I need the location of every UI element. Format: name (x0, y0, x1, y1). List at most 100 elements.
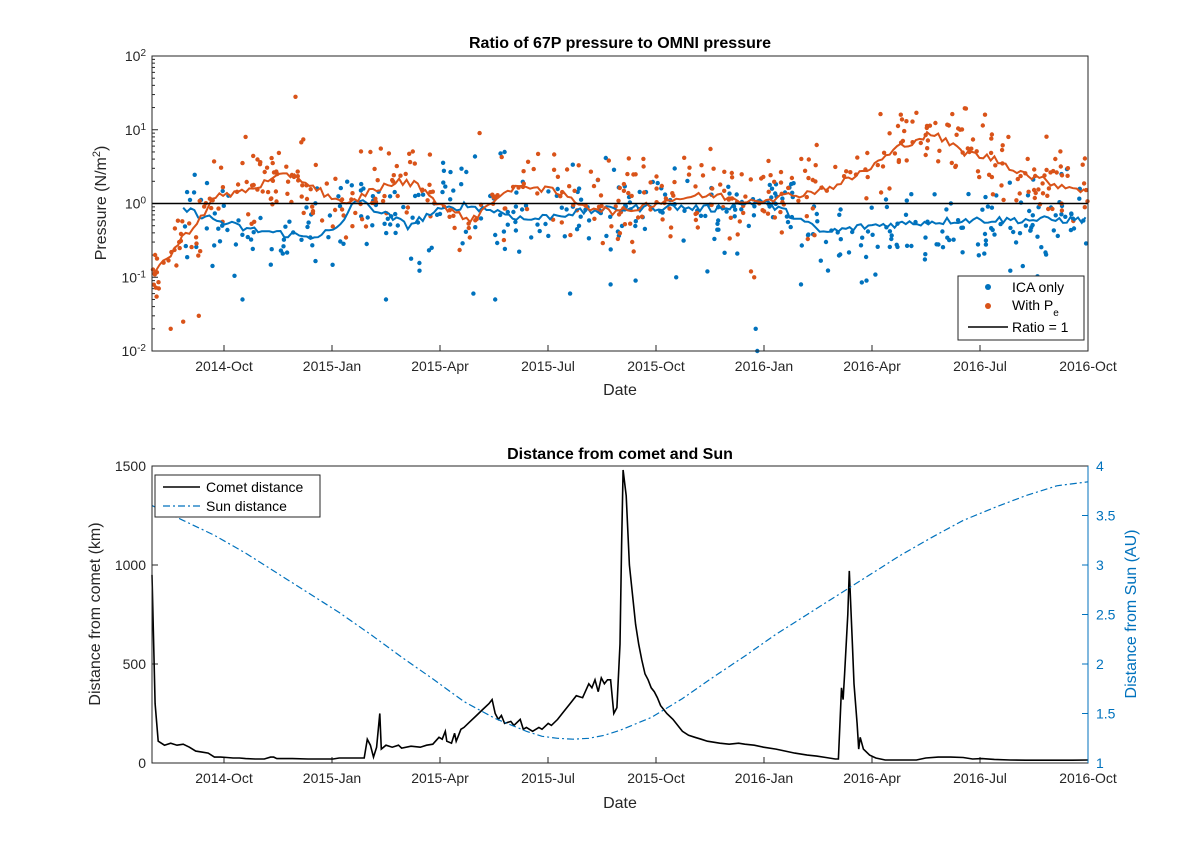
pe-point (457, 247, 462, 253)
ica-point (739, 207, 744, 212)
chart1-ytick-label: 10-1 (122, 269, 147, 286)
ica-point (799, 243, 804, 248)
ica-point (909, 243, 914, 249)
ica-point (408, 256, 414, 261)
ica-point (751, 213, 757, 218)
pe-point (959, 127, 965, 132)
ica-point (823, 239, 829, 245)
ica-point (727, 191, 732, 196)
pe-point (175, 218, 181, 223)
ica-point (922, 257, 928, 262)
pe-point (806, 157, 811, 162)
ica-point (698, 213, 704, 218)
pe-point (682, 155, 687, 160)
ica-point (478, 216, 484, 221)
chart1-xtick-label: 2015-Oct (627, 358, 685, 374)
pe-point (358, 149, 364, 154)
ica-point (513, 228, 519, 233)
pe-point (189, 244, 194, 250)
ica-point (529, 235, 534, 240)
pe-point (668, 234, 673, 239)
ica-point (983, 238, 989, 243)
ica-point (370, 223, 375, 228)
pe-point (273, 189, 279, 194)
pe-point (1045, 193, 1050, 198)
ica-point (1008, 225, 1013, 231)
pe-point (1058, 149, 1063, 154)
ica-point (505, 209, 510, 215)
ica-point (752, 204, 757, 209)
pe-point (748, 177, 753, 182)
pe-point (564, 167, 570, 172)
pe-point (249, 183, 255, 188)
chart2-ylabel-left: Distance from comet (km) (87, 522, 104, 705)
pe-point (174, 263, 179, 268)
ica-point (1055, 233, 1061, 239)
pe-point (878, 190, 884, 195)
ica-point (341, 241, 346, 246)
chart2-xtick-label: 2016-Jan (735, 770, 793, 786)
ica-point (767, 182, 772, 188)
ica-point (184, 189, 190, 195)
pe-point (285, 191, 290, 196)
pe-point (154, 294, 159, 299)
pe-point (262, 169, 267, 175)
pe-point (319, 218, 325, 223)
ica-point (306, 220, 311, 225)
ica-point (578, 214, 583, 219)
chart2-xtick-label: 2015-Jul (521, 770, 575, 786)
ica-point (304, 205, 309, 210)
pe-point (925, 146, 930, 151)
legend-sun-label: Sun distance (206, 498, 287, 514)
pe-point (264, 165, 270, 170)
ica-point (608, 247, 613, 252)
pe-point (1058, 164, 1064, 169)
chart1-ytick-label: 101 (125, 121, 147, 138)
pe-point (180, 219, 185, 224)
pe-point (727, 236, 732, 241)
pe-point (626, 190, 631, 196)
pe-point (1032, 167, 1037, 172)
pe-point (559, 220, 564, 225)
ica-point (1027, 208, 1032, 214)
pe-point (925, 138, 931, 143)
pe-point (339, 207, 345, 212)
pe-point (629, 193, 634, 199)
ica-point (365, 215, 370, 220)
pe-point (927, 123, 933, 128)
chart2-xlabel: Date (603, 795, 637, 812)
chart1-xtick-label: 2016-Apr (843, 358, 901, 374)
ica-point (769, 186, 775, 191)
ica-point (992, 232, 997, 237)
pe-point (1025, 156, 1030, 162)
ica-point (883, 197, 889, 202)
ica-point (440, 160, 446, 165)
pe-point (269, 155, 274, 161)
pe-point (412, 161, 417, 166)
ica-point (818, 258, 823, 263)
ica-point (603, 155, 608, 161)
pe-point (1081, 181, 1087, 186)
pe-point (899, 117, 905, 122)
ica-point (401, 204, 406, 210)
pe-point (598, 193, 604, 198)
pe-point (848, 170, 853, 175)
ica-point (674, 275, 679, 280)
ica-point (574, 227, 580, 232)
ica-point (1028, 228, 1033, 233)
pe-point (904, 158, 909, 163)
pe-point (466, 225, 471, 231)
pe-point (499, 154, 504, 160)
pe-point (600, 240, 605, 246)
pe-point (965, 146, 970, 151)
pe-point (202, 204, 207, 209)
pe-point (194, 241, 199, 246)
ica-point (576, 186, 582, 191)
ica-point (233, 242, 239, 247)
pe-point (878, 111, 883, 117)
ica-point (384, 230, 389, 236)
ica-point (459, 166, 464, 171)
pe-point (304, 196, 310, 202)
pe-point (722, 169, 727, 174)
pe-point (293, 94, 298, 100)
